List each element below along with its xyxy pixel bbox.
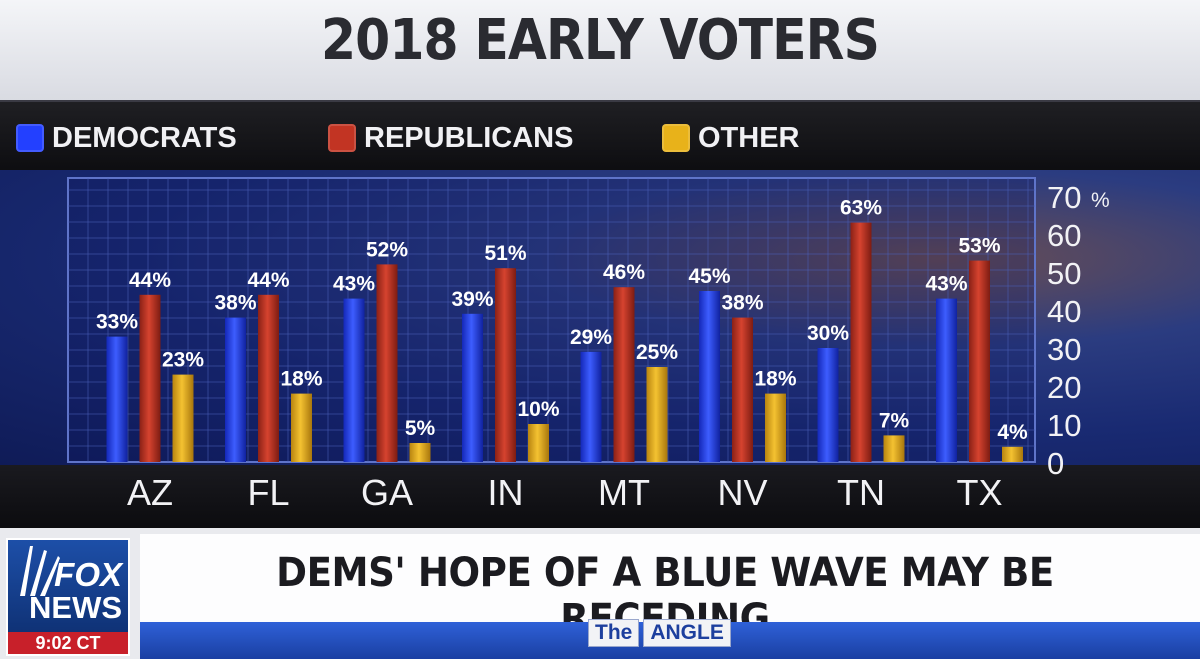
y-tick-label: 20 xyxy=(1047,370,1081,405)
data-label: 25% xyxy=(636,341,678,364)
legend: DEMOCRATS REPUBLICANS OTHER xyxy=(0,100,1200,172)
legend-swatch-republicans xyxy=(328,124,356,152)
data-label: 44% xyxy=(247,269,289,292)
bar-other-tx xyxy=(1002,446,1023,462)
headline-box: DEMS' HOPE OF A BLUE WAVE MAY BE RECEDIN… xyxy=(140,534,1200,642)
x-tick-label: IN xyxy=(488,472,524,513)
bar-republicans-ga xyxy=(376,264,398,462)
x-tick-label: AZ xyxy=(127,472,173,513)
data-label: 38% xyxy=(214,292,256,315)
data-label: 29% xyxy=(570,326,612,349)
data-label: 43% xyxy=(333,273,375,296)
legend-item-republicans: REPUBLICANS xyxy=(328,120,573,156)
legend-label: OTHER xyxy=(698,121,800,154)
data-label: 5% xyxy=(405,417,436,440)
y-tick-label: 30 xyxy=(1047,332,1081,367)
bar-republicans-tn xyxy=(850,222,872,462)
data-label: 45% xyxy=(688,265,730,288)
legend-swatch-other xyxy=(662,124,690,152)
title-bar: 2018 EARLY VOTERS xyxy=(0,0,1200,100)
bar-republicans-fl xyxy=(258,294,279,462)
bar-other-mt xyxy=(646,367,668,462)
show-tag-prefix: The xyxy=(588,619,640,647)
bar-democrats-in xyxy=(462,313,483,462)
legend-swatch-democrats xyxy=(16,124,44,152)
logo-text-top: FOX xyxy=(54,556,122,593)
y-tick-label: 10 xyxy=(1047,408,1081,443)
show-tag-name: ANGLE xyxy=(643,619,731,647)
y-tick-label: 60 xyxy=(1047,218,1081,253)
x-tick-label: TX xyxy=(956,472,1002,513)
x-tick-label: FL xyxy=(247,472,289,513)
x-tick-label: TN xyxy=(837,472,885,513)
x-axis-strip xyxy=(0,465,1200,535)
x-axis: AZ FL GA IN MT NV TN TX xyxy=(127,472,1003,513)
bar-republicans-in xyxy=(495,268,516,462)
show-tag: The ANGLE xyxy=(588,619,731,647)
legend-item-democrats: DEMOCRATS xyxy=(16,120,237,156)
legend-item-other: OTHER xyxy=(662,120,800,156)
y-tick-label: 0 xyxy=(1047,446,1064,481)
legend-label: REPUBLICANS xyxy=(364,121,574,154)
data-label: 4% xyxy=(997,421,1028,444)
data-label: 7% xyxy=(879,409,910,432)
y-tick-label: 50 xyxy=(1047,256,1081,291)
data-labels: 33%44%23%38%44%18%43%52%5%39%51%10%29%46… xyxy=(96,197,1028,444)
bar-other-nv xyxy=(765,393,786,462)
clock: 9:02 CT xyxy=(8,632,128,654)
data-label: 39% xyxy=(451,288,493,311)
bar-other-ga xyxy=(409,443,431,462)
bars xyxy=(106,222,1023,462)
x-tick-label: GA xyxy=(361,472,413,513)
legend-label: DEMOCRATS xyxy=(52,121,237,154)
y-tick-unit: % xyxy=(1091,189,1110,212)
data-label: 43% xyxy=(925,273,967,296)
data-label: 38% xyxy=(721,292,763,315)
bar-democrats-az xyxy=(106,336,128,462)
bar-democrats-tx xyxy=(936,298,957,462)
data-label: 52% xyxy=(366,238,408,261)
network-logo: FOX NEWS 9:02 CT xyxy=(6,538,130,656)
chart-title: 2018 EARLY VOTERS xyxy=(321,8,880,73)
data-label: 18% xyxy=(754,368,796,391)
bar-other-fl xyxy=(291,393,312,462)
data-label: 44% xyxy=(129,269,171,292)
bar-democrats-tn xyxy=(817,348,839,462)
y-tick-label: 40 xyxy=(1047,294,1081,329)
x-tick-label: MT xyxy=(598,472,650,513)
data-label: 18% xyxy=(280,368,322,391)
data-label: 51% xyxy=(484,242,526,265)
searchlight-icon xyxy=(20,546,60,596)
bar-other-az xyxy=(172,374,194,462)
data-label: 30% xyxy=(807,322,849,345)
bar-democrats-ga xyxy=(343,298,365,462)
bar-other-tn xyxy=(883,435,905,462)
bar-chart: 33%44%23%38%44%18%43%52%5%39%51%10%29%46… xyxy=(67,177,1110,513)
data-label: 23% xyxy=(162,349,204,372)
data-label: 10% xyxy=(517,398,559,421)
bar-democrats-fl xyxy=(225,317,246,462)
bar-republicans-nv xyxy=(732,317,753,462)
bar-republicans-az xyxy=(139,294,161,462)
logo-text-bottom: NEWS xyxy=(29,590,122,625)
data-label: 63% xyxy=(840,197,882,220)
bar-republicans-mt xyxy=(613,287,635,462)
bar-democrats-nv xyxy=(699,291,720,462)
data-label: 46% xyxy=(603,261,645,284)
bar-democrats-mt xyxy=(580,351,602,462)
data-label: 33% xyxy=(96,311,138,334)
x-tick-label: NV xyxy=(717,472,767,513)
bar-republicans-tx xyxy=(969,260,990,462)
y-tick-label: 70 xyxy=(1047,180,1081,215)
data-label: 53% xyxy=(958,235,1000,258)
bar-other-in xyxy=(528,424,549,462)
